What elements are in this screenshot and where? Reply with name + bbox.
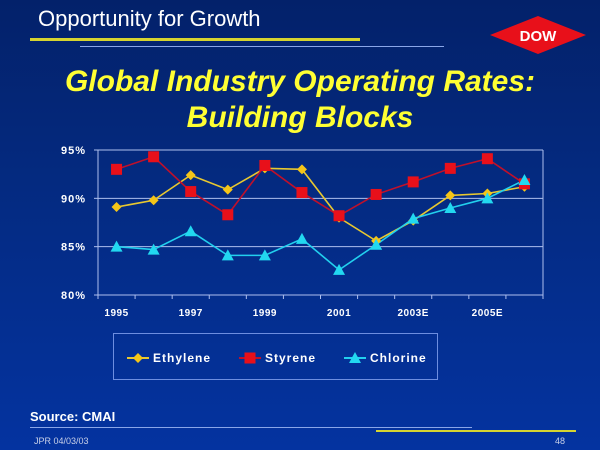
source-divider [30, 427, 472, 428]
x-tick-label: 2005E [472, 308, 503, 319]
chart-title: Global Industry Operating Rates: Buildin… [0, 64, 600, 136]
section-title: Opportunity for Growth [38, 6, 261, 31]
legend-label: Styrene [265, 351, 316, 365]
x-tick-label: 1999 [253, 308, 277, 319]
chlorine-point [444, 202, 457, 213]
styrene-point [222, 209, 234, 221]
chlorine-point [481, 192, 494, 204]
ethylene-point [185, 170, 196, 181]
legend-item-chlorine: Chlorine [344, 351, 427, 365]
styrene-point [296, 187, 308, 199]
legend-label: Chlorine [370, 351, 427, 365]
styrene-point [333, 210, 345, 222]
title-divider [80, 46, 444, 47]
x-tick-label: 2003E [397, 308, 428, 319]
legend: Ethylene Styrene Chlorine [113, 333, 438, 380]
y-tick-label: 85% [61, 242, 86, 254]
series-markers [110, 151, 531, 275]
styrene-point [407, 176, 419, 188]
series-lines [116, 155, 525, 271]
chlorine-point [110, 240, 123, 252]
footer-accent-rule [376, 430, 576, 432]
chlorine-line [116, 179, 525, 271]
chlorine-point [407, 212, 420, 224]
chlorine-point [333, 263, 346, 275]
chlorine-point [370, 238, 383, 250]
y-tick-label: 95% [61, 145, 86, 157]
styrene-line [116, 155, 525, 217]
chlorine-point [518, 173, 531, 185]
logo-text: DOW [520, 28, 558, 45]
x-tick-label: 2001 [327, 308, 351, 319]
ethylene-point [445, 190, 456, 201]
source-note: Source: CMAI [30, 409, 116, 424]
y-tick-label: 80% [61, 290, 86, 302]
styrene-point [370, 188, 382, 200]
dow-logo: DOW [490, 16, 586, 54]
chart-title-line1: Global Industry Operating Rates: [64, 65, 536, 98]
x-axis-labels: 1995 1997 1999 2001 2003E 2005E [104, 308, 503, 319]
ethylene-point [148, 195, 159, 206]
chlorine-point [221, 249, 234, 261]
styrene-point [111, 163, 123, 175]
styrene-point [481, 153, 493, 165]
y-axis-labels: 80% 85% 90% 95% [61, 145, 86, 302]
y-tick-label: 90% [61, 193, 86, 205]
ethylene-line [116, 167, 525, 242]
ethylene-point [222, 184, 233, 195]
styrene-point [444, 162, 456, 174]
styrene-point [185, 186, 197, 198]
gridlines [98, 149, 543, 248]
legend-square-icon [244, 352, 256, 364]
legend-item-styrene: Styrene [239, 351, 316, 365]
legend-item-ethylene: Ethylene [127, 351, 211, 365]
chlorine-point [184, 225, 197, 237]
legend-diamond-icon [133, 353, 143, 363]
x-tick-label: 1995 [104, 308, 128, 319]
ethylene-point [111, 202, 122, 213]
footer-author-date: JPR 04/03/03 [34, 436, 89, 446]
legend-label: Ethylene [153, 351, 211, 365]
legend-triangle-icon [349, 352, 361, 363]
ethylene-point [296, 164, 307, 175]
styrene-point [259, 159, 271, 171]
page-number: 48 [555, 436, 566, 446]
axes [94, 149, 544, 299]
chlorine-point [295, 232, 308, 244]
chlorine-point [147, 243, 160, 255]
x-tick-label: 1997 [179, 308, 203, 319]
styrene-point [148, 151, 160, 163]
title-accent-rule [30, 38, 360, 41]
chlorine-point [258, 249, 271, 261]
chart-title-line2: Building Blocks [186, 101, 414, 134]
